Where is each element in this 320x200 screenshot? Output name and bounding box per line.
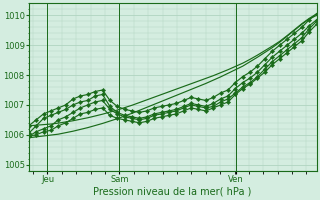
X-axis label: Pression niveau de la mer( hPa ): Pression niveau de la mer( hPa ) — [93, 187, 252, 197]
